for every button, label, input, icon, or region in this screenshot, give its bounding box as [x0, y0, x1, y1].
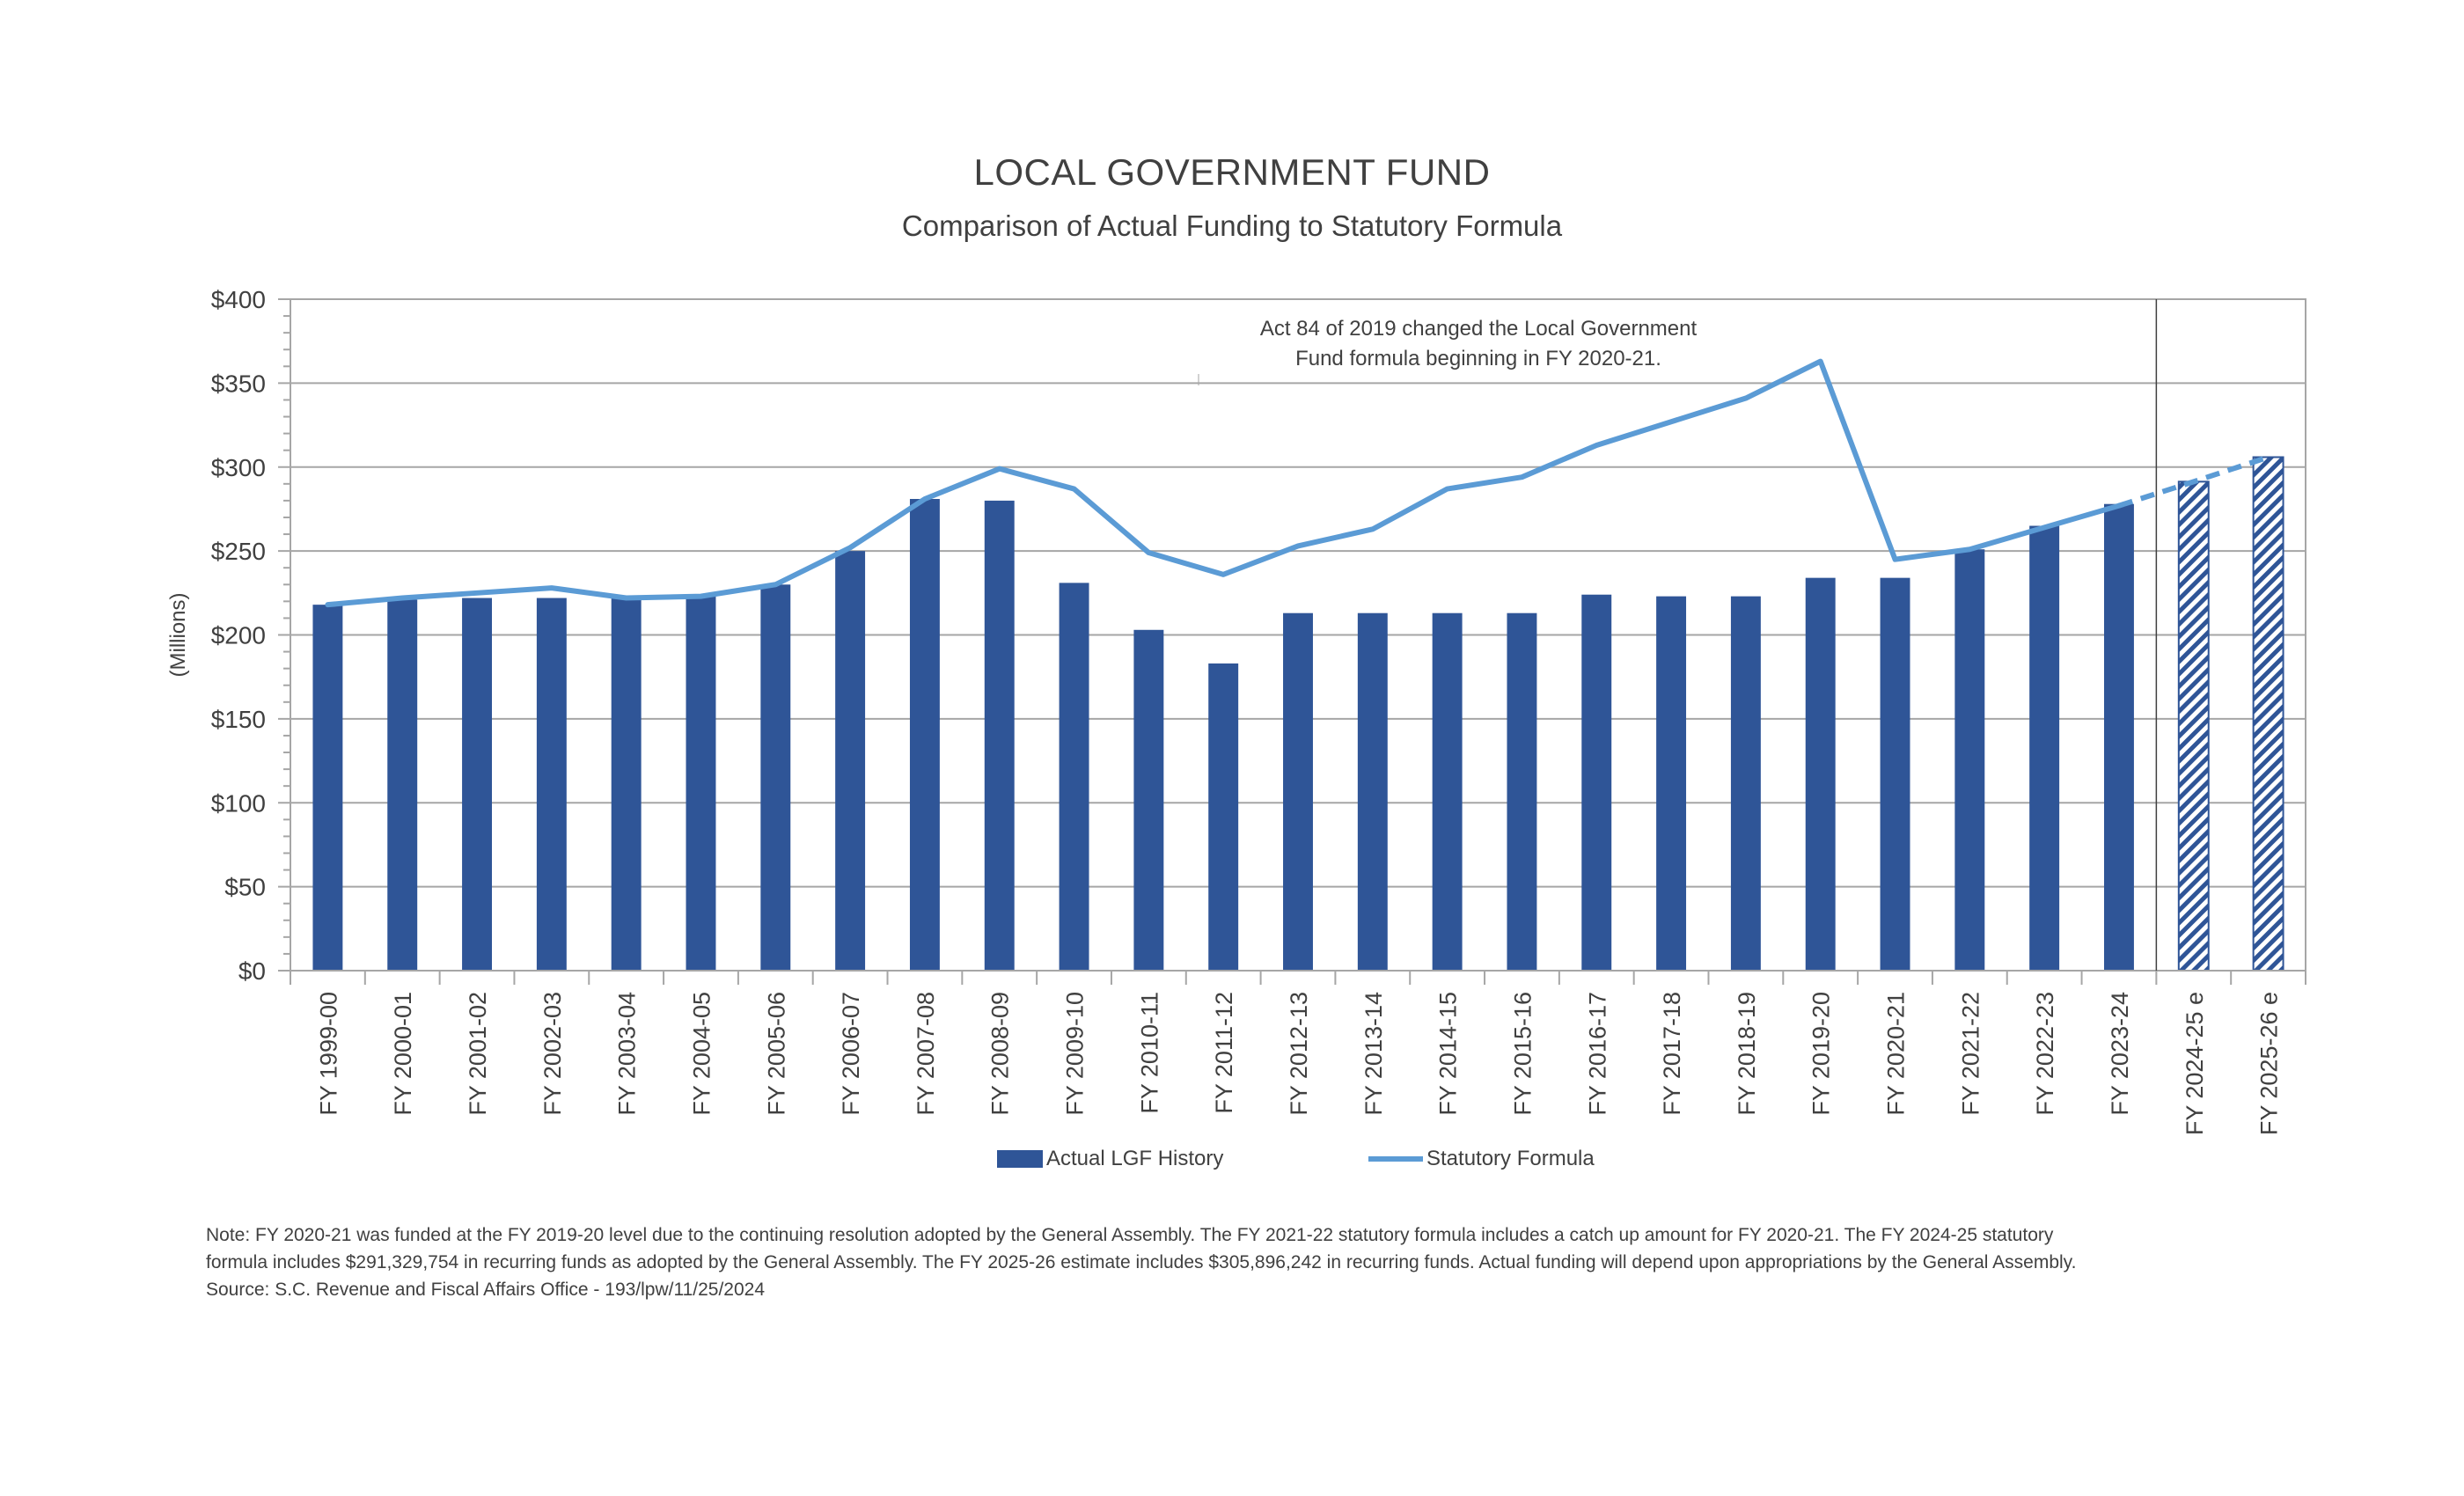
x-tick-label: FY 2010-11 — [1136, 992, 1162, 1114]
x-tick-label: FY 2021-22 — [1957, 992, 1984, 1116]
x-tick-label: FY 2012-13 — [1286, 992, 1312, 1116]
x-tick-label: FY 2003-04 — [614, 992, 641, 1116]
plot-frame — [290, 298, 2306, 972]
bar — [909, 498, 940, 971]
bar-estimated — [2252, 456, 2284, 972]
bar — [1730, 596, 1761, 971]
bar — [1954, 549, 1985, 971]
bar — [1880, 577, 1910, 971]
bar — [984, 500, 1015, 971]
bar — [1208, 663, 1239, 971]
bar — [760, 584, 791, 971]
bar — [1059, 583, 1089, 971]
legend-item-formula: Statutory Formula — [1368, 1147, 1595, 1171]
x-tick-label: FY 2025-26 e — [2256, 992, 2283, 1135]
x-tick-label: FY 2001-02 — [465, 992, 491, 1116]
statutory-formula-line — [325, 358, 2122, 608]
y-tick-label: $400 — [211, 286, 266, 313]
note-line-3: Source: S.C. Revenue and Fiscal Affairs … — [206, 1280, 766, 1300]
y-tick-label: $100 — [211, 789, 266, 817]
legend-label-actual: Actual LGF History — [1046, 1147, 1224, 1170]
y-tick-label: $200 — [211, 622, 266, 649]
x-tick-label: FY 2018-19 — [1734, 992, 1760, 1116]
note-line-1: Note: FY 2020-21 was funded at the FY 20… — [206, 1225, 2054, 1245]
bar — [536, 598, 567, 971]
x-tick-label: FY 2000-01 — [390, 992, 416, 1116]
x-tick-label: FY 2002-03 — [539, 992, 566, 1116]
bar — [462, 598, 492, 971]
x-tick-label: FY 2022-23 — [2032, 992, 2058, 1116]
bar — [611, 598, 642, 971]
bar — [1357, 612, 1388, 971]
bar — [1507, 612, 1537, 971]
x-tick-label: FY 2017-18 — [1659, 992, 1685, 1116]
x-tick-label: FY 2011-12 — [1211, 992, 1237, 1114]
x-tick-label: FY 2009-10 — [1062, 992, 1089, 1116]
y-tick-label: $350 — [211, 370, 266, 397]
legend-label-formula: Statutory Formula — [1426, 1147, 1595, 1170]
x-tick-label: FY 2015-16 — [1509, 992, 1536, 1116]
y-tick-label: $0 — [238, 957, 266, 985]
x-tick-label: FY 2024-25 e — [2182, 992, 2208, 1135]
y-axis-title: (Millions) — [166, 593, 190, 678]
y-tick-label: $300 — [211, 454, 266, 481]
bar — [1432, 612, 1463, 971]
x-tick-label: FY 2016-17 — [1584, 992, 1610, 1116]
bar — [835, 551, 866, 971]
x-tick-label: FY 2013-14 — [1360, 992, 1387, 1116]
x-tick-label: FY 2020-21 — [1883, 992, 1910, 1116]
bar — [387, 599, 418, 971]
bar — [1283, 612, 1313, 971]
annotation-line-1: Act 84 of 2019 changed the Local Governm… — [1259, 317, 1698, 341]
bar — [686, 596, 716, 971]
x-tick-label: FY 2005-06 — [763, 992, 789, 1116]
bar — [1133, 629, 1164, 971]
statutory-formula-line-estimate — [2118, 454, 2270, 509]
legend-bar-swatch — [997, 1150, 1043, 1168]
bar-estimated — [2177, 480, 2210, 972]
legend-item-actual: Actual LGF History — [997, 1147, 1223, 1171]
y-tick-label: $50 — [224, 874, 266, 901]
legend-line-swatch — [1368, 1156, 1423, 1162]
x-tick-label: FY 2004-05 — [688, 992, 715, 1116]
bar — [1805, 577, 1836, 971]
y-tick-label: $250 — [211, 538, 266, 565]
x-tick-label: FY 2007-08 — [913, 992, 939, 1116]
note-line-2: formula includes $291,329,754 in recurri… — [206, 1252, 2077, 1272]
chart-title: LOCAL GOVERNMENT FUND — [973, 151, 1491, 193]
x-tick-label: FY 1999-00 — [315, 992, 341, 1116]
bar — [1656, 596, 1687, 971]
x-tick-label: FY 2019-20 — [1808, 992, 1835, 1116]
x-tick-label: FY 2014-15 — [1435, 992, 1462, 1116]
x-tick-label: FY 2023-24 — [2107, 992, 2133, 1116]
bar — [1581, 594, 1612, 971]
annotation-line-2: Fund formula beginning in FY 2020-21. — [1295, 347, 1661, 370]
x-tick-label: FY 2008-09 — [987, 992, 1014, 1116]
bar — [2029, 525, 2060, 971]
x-tick-label: FY 2006-07 — [838, 992, 864, 1116]
y-tick-label: $150 — [211, 706, 266, 733]
bar — [2104, 503, 2134, 971]
bar — [312, 605, 343, 971]
chart-subtitle: Comparison of Actual Funding to Statutor… — [901, 209, 1563, 242]
